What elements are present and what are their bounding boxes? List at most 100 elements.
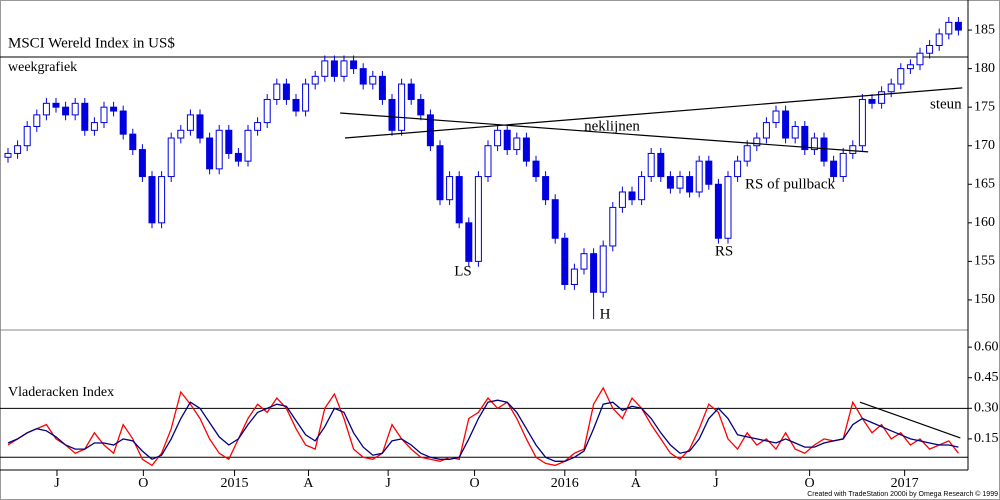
candle-body xyxy=(686,176,694,193)
candle-body xyxy=(897,68,905,85)
candle-body xyxy=(916,52,924,66)
trend-line xyxy=(859,401,961,439)
y-tick-label: 0.15 xyxy=(974,431,999,446)
candle-body xyxy=(590,253,598,293)
candle-body xyxy=(282,83,290,100)
y-tick-label: 0.60 xyxy=(974,339,999,354)
indicator-line xyxy=(7,386,959,467)
x-tick-label: 2015 xyxy=(221,476,249,491)
candle-body xyxy=(542,176,550,201)
y-tick-label: 180 xyxy=(974,61,995,76)
candle-body xyxy=(657,152,665,178)
annotation: RS xyxy=(715,243,733,259)
candle-body xyxy=(119,110,127,135)
candle-body xyxy=(158,176,166,224)
candle-body xyxy=(580,253,588,270)
y-tick-label: 165 xyxy=(974,176,995,191)
candle-body xyxy=(62,106,70,116)
candle-body xyxy=(474,176,482,262)
candle-body xyxy=(206,137,214,170)
candle-body xyxy=(858,98,866,147)
candle-body xyxy=(878,91,886,104)
x-tick-label: J xyxy=(385,476,391,491)
y-tick-label: 155 xyxy=(974,254,995,269)
candle-body xyxy=(887,83,895,93)
candle-body xyxy=(177,129,185,139)
trend-line xyxy=(344,87,963,139)
candle-body xyxy=(90,122,98,131)
candle-body xyxy=(292,98,300,112)
candle-body xyxy=(388,98,396,131)
annotation: H xyxy=(600,306,611,322)
footer: Created with TradeStation 2000i by Omega… xyxy=(807,490,998,498)
candle-body xyxy=(321,60,329,77)
candle-body xyxy=(340,60,348,77)
candle-body xyxy=(33,114,41,127)
candle-body xyxy=(129,133,137,151)
candle-body xyxy=(417,98,425,116)
candle-body xyxy=(647,152,655,178)
candle-body xyxy=(273,83,281,100)
candle-body xyxy=(676,176,684,189)
candle-body xyxy=(753,137,761,147)
candle-body xyxy=(215,129,223,170)
x-tick-label: O xyxy=(469,476,479,491)
candle-body xyxy=(705,160,713,185)
y-tick-label: 150 xyxy=(974,292,995,307)
y-tick-label: 160 xyxy=(974,215,995,230)
x-tick-label: O xyxy=(138,476,148,491)
candle-body xyxy=(772,110,780,124)
candle-body xyxy=(138,149,146,178)
trend-line xyxy=(340,112,869,153)
candle-body xyxy=(398,83,406,131)
candle-body xyxy=(791,125,799,139)
candle-body xyxy=(628,191,636,201)
candle-body xyxy=(906,64,914,70)
candle-body xyxy=(762,122,770,139)
candle-body xyxy=(167,137,175,178)
candle-body xyxy=(734,160,742,178)
x-tick-label: 2017 xyxy=(891,476,919,491)
candle-body xyxy=(638,176,646,201)
candle-body xyxy=(830,160,838,178)
y-tick-label: 170 xyxy=(974,138,995,153)
candle-body xyxy=(330,60,338,77)
candle-body xyxy=(503,129,511,151)
candle-body xyxy=(868,98,876,104)
candle-body xyxy=(23,125,31,147)
indicator-line xyxy=(7,399,959,462)
annotation: RS of pullback xyxy=(745,176,835,192)
x-tick-label: 2016 xyxy=(551,476,579,491)
candle-body xyxy=(446,176,454,201)
candle-body xyxy=(234,152,242,162)
candle-body xyxy=(532,160,540,178)
candle-body xyxy=(801,125,809,151)
candle-body xyxy=(244,129,252,162)
x-tick-label: A xyxy=(303,476,314,491)
candle-body xyxy=(42,102,50,116)
candle-body xyxy=(570,268,578,286)
candle-body xyxy=(148,176,156,224)
candle-body xyxy=(225,129,233,154)
chart-title: MSCI Wereld Index in US$ xyxy=(8,35,175,51)
candle-body xyxy=(100,106,108,124)
candle-body xyxy=(436,145,444,201)
candle-body xyxy=(378,75,386,100)
candle-body xyxy=(369,75,377,85)
x-tick-label: J xyxy=(713,476,719,491)
candle-body xyxy=(407,83,415,100)
candle-body xyxy=(551,199,559,239)
candle-body xyxy=(926,44,934,54)
annotation: LS xyxy=(454,263,472,279)
annotation: steun xyxy=(930,96,962,112)
annotation: neklijnen xyxy=(584,118,640,134)
candle-body xyxy=(302,83,310,112)
candle-body xyxy=(810,137,818,151)
candle-body xyxy=(311,75,319,85)
y-tick-label: 0.45 xyxy=(974,370,999,385)
candle-body xyxy=(350,60,358,70)
candle-body xyxy=(666,176,674,189)
candle-body xyxy=(465,222,473,262)
